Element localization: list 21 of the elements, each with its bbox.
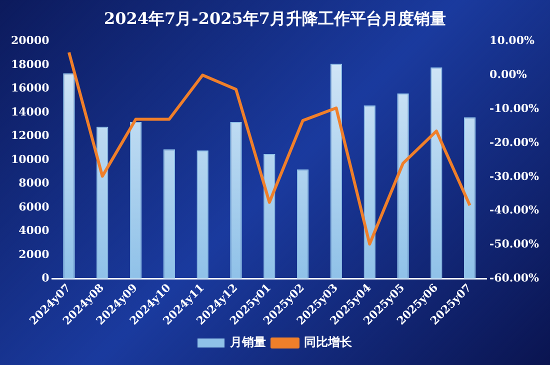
y-tick-label: 18000 (10, 58, 50, 71)
y-tick-label: 4000 (18, 224, 50, 238)
y-tick-label: 8000 (18, 176, 50, 190)
y-tick-label: 2000 (18, 248, 50, 261)
y2-tick-label: 10.00% (490, 34, 535, 48)
y2-tick-label: 0.00% (490, 68, 528, 81)
y-tick-label: 14000 (10, 105, 50, 118)
y-tick-label: 10000 (10, 152, 50, 166)
y2-tick-label: -40.00% (490, 204, 540, 217)
y2-tick-label: -30.00% (490, 170, 540, 183)
y-tick-label: 6000 (18, 200, 50, 214)
y2-tick-label: -60.00% (490, 272, 540, 285)
y-tick-label: 20000 (10, 34, 50, 48)
y2-tick-label: -20.00% (490, 136, 540, 149)
y-tick-label: 16000 (10, 82, 50, 95)
y-tick-label: 12000 (10, 129, 50, 142)
legend-label: 月销量 (229, 335, 266, 350)
y2-tick-label: -10.00% (490, 102, 540, 115)
y-tick-label: 0 (42, 272, 50, 285)
y2-tick-label: -50.00% (490, 238, 540, 251)
chart-title: 2024年7月-2025年7月升降工作平台月度销量 (104, 8, 446, 28)
